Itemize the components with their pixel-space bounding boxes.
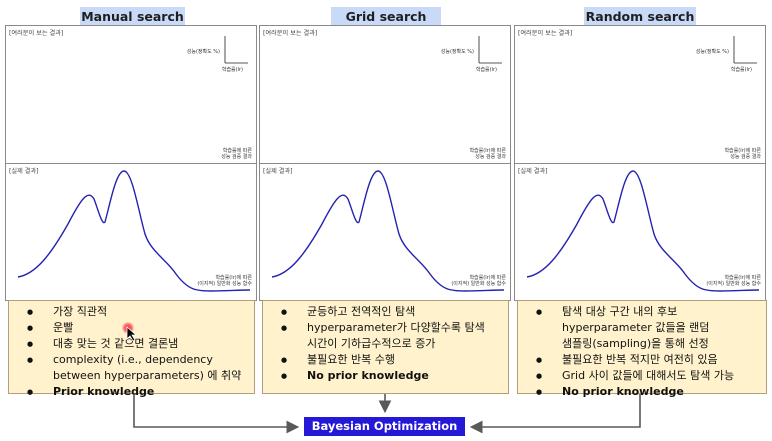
list-item-continuation: 시간이 기하급수적으로 증가 (307, 337, 436, 350)
list-item: No prior knowledge (263, 368, 504, 384)
ideal-y-axis-label: 성능(정확도 %) (186, 49, 220, 55)
ideal-results-label: [여러분이 보는 결과] (263, 30, 318, 37)
ideal-note: 학습률(lr)에 따른 성능 검증 결과 (469, 148, 506, 161)
actual-results-label: [실제 결과] (9, 168, 39, 175)
ideal-note-line1: 학습률(lr)에 따른 (724, 148, 761, 154)
list-item-continuation: 샘플링(sampling)을 통해 선정 (562, 337, 709, 350)
actual-performance-curve (526, 170, 760, 292)
actual-note: 학습률(lr)에 따른 (이지적) 일반화 성능 함수 (451, 275, 506, 288)
ideal-note-line1: 학습률에 따른 (222, 148, 252, 154)
list-item: complexity (i.e., dependency between hype… (9, 352, 250, 384)
list-item: No prior knowledge (518, 384, 762, 400)
list-item-continuation: between hyperparameters) 에 취약 (53, 369, 242, 382)
actual-note: 학습률(lr)에 따른 (이지적) 일반화 성능 함수 (706, 275, 761, 288)
ideal-axes-icon (733, 36, 757, 64)
list-item-text: 탐색 대상 구간 내의 후보 (562, 305, 678, 318)
bayesian-optimization-box: Bayesian Optimization (304, 417, 465, 436)
ideal-axes-icon (224, 36, 248, 64)
ideal-note: 학습률에 따른 성능 검증 결과 (221, 148, 252, 161)
list-item: 대충 맞는 것 같으면 결론냄 (9, 336, 250, 352)
actual-results-label: [실제 결과] (518, 168, 548, 175)
actual-note-line2: (이지적) 일반화 성능 함수 (197, 281, 252, 288)
actual-note: 학습률(lr)에 따른 (이지적) 일반화 성능 함수 (197, 275, 252, 288)
list-item: Grid 사이 값들에 대해서도 탐색 가능 (518, 368, 762, 384)
actual-results-panel: [실제 결과] 학습률(lr)에 따른 (이지적) 일반화 성능 함수 (514, 163, 766, 301)
list-item: 불필요한 반복 적지만 여전히 있음 (518, 352, 762, 368)
actual-note-line2: (이지적) 일반화 성능 함수 (451, 281, 506, 288)
actual-results-panel: [실제 결과] 학습률(lr)에 따른 (이지적) 일반화 성능 함수 (259, 163, 511, 301)
ideal-results-label: [여러분이 보는 결과] (9, 30, 64, 37)
ideal-axes-icon (478, 36, 502, 64)
ideal-note: 학습률(lr)에 따른 성능 검증 결과 (724, 148, 761, 161)
list-item: 균등하고 전역적인 탐색 (263, 304, 504, 320)
list-item: Prior knowledge (9, 384, 250, 400)
ideal-y-axis-label: 성능(정확도 %) (695, 49, 729, 55)
manual-search-properties: 가장 직관적 운빨 대충 맞는 것 같으면 결론냄 complexity (i.… (8, 300, 255, 400)
column-title: Manual search (80, 7, 185, 26)
list-item: 탐색 대상 구간 내의 후보 hyperparameter 값들을 랜덤샘플링(s… (518, 304, 762, 352)
actual-note-line2: (이지적) 일반화 성능 함수 (706, 281, 761, 288)
ideal-note-line2: 성능 검증 결과 (475, 154, 506, 161)
actual-results-label: [실제 결과] (263, 168, 293, 175)
list-item: 가장 직관적 (9, 304, 250, 320)
actual-performance-curve (17, 170, 251, 292)
ideal-note-line1: 학습률(lr)에 따른 (469, 148, 506, 154)
list-item-text: complexity (i.e., dependency (53, 353, 213, 366)
ideal-y-axis-label: 성능(정확도 %) (440, 49, 474, 55)
column-title: Random search (584, 7, 696, 26)
list-item-continuation: hyperparameter 값들을 랜덤 (562, 321, 710, 334)
random-search-properties: 탐색 대상 구간 내의 후보 hyperparameter 값들을 랜덤샘플링(s… (517, 300, 767, 400)
list-item: 운빨 (9, 320, 250, 336)
list-item: 불필요한 반복 수행 (263, 352, 504, 368)
cursor-arrow-icon (126, 326, 138, 342)
ideal-x-axis-label: 학습률(lr) (730, 67, 752, 73)
grid-search-properties: 균등하고 전역적인 탐색 hyperparameter가 다양할수록 탐색시간이… (262, 300, 509, 394)
ideal-note-line2: 성능 검증 결과 (730, 154, 761, 161)
actual-results-panel: [실제 결과] 학습률(lr)에 따른 (이지적) 일반화 성능 함수 (5, 163, 257, 301)
list-item-text: hyperparameter가 다양할수록 탐색 (307, 321, 485, 334)
ideal-results-panel: [여러분이 보는 결과] 성능(정확도 %) 학습률(lr) 학습률에 따른 성… (5, 25, 257, 164)
ideal-note-line2: 성능 검증 결과 (221, 154, 252, 161)
ideal-x-axis-label: 학습률(lr) (221, 67, 243, 73)
ideal-results-label: [여러분이 보는 결과] (518, 30, 573, 37)
actual-note-line1: 학습률(lr)에 따른 (724, 275, 761, 281)
actual-note-line1: 학습률(lr)에 따른 (469, 275, 506, 281)
ideal-x-axis-label: 학습률(lr) (475, 67, 497, 73)
actual-note-line1: 학습률(lr)에 따른 (215, 275, 252, 281)
actual-performance-curve (271, 170, 505, 292)
column-title: Grid search (331, 7, 441, 26)
ideal-results-panel: [여러분이 보는 결과] 성능(정확도 %) 학습률(lr) 학습률(lr)에 … (514, 25, 766, 164)
ideal-results-panel: [여러분이 보는 결과] 성능(정확도 %) 학습률(lr) 학습률(lr)에 … (259, 25, 511, 164)
